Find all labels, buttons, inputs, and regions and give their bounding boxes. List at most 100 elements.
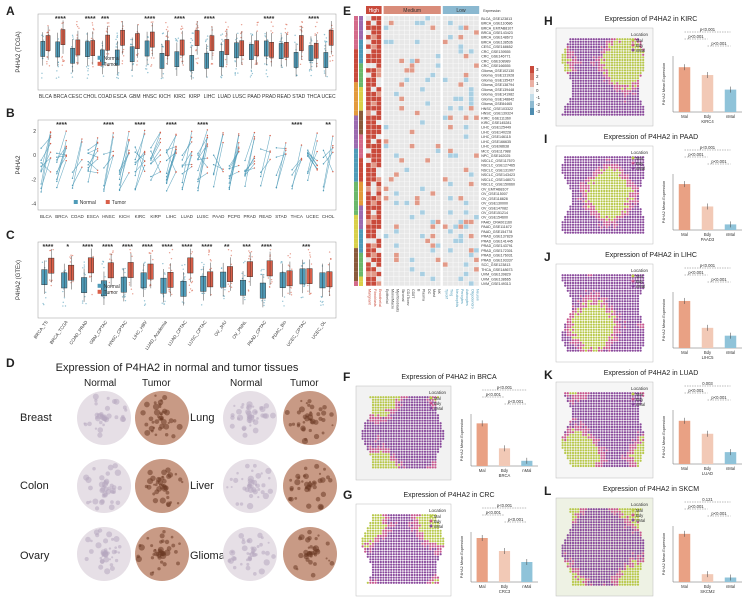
spatial-spot (397, 534, 401, 538)
panel-label-g: G (343, 488, 353, 502)
spatial-spot (405, 466, 408, 469)
heatmap-cell (371, 58, 377, 64)
scatter-point (266, 57, 268, 60)
spatial-spot (434, 566, 437, 569)
normal-point (228, 177, 231, 180)
ihc-stain-spot (88, 549, 94, 554)
ihc-stain-spot (152, 426, 156, 429)
ihc-stain-spot (258, 568, 265, 575)
heatmap-cell (458, 276, 464, 282)
heatmap-cell (435, 110, 441, 116)
heatmap-cell (399, 276, 405, 282)
heatmap-cell (376, 68, 382, 73)
tumor-point (159, 138, 162, 140)
spatial-spot (431, 442, 434, 446)
spatial-spot (384, 545, 388, 548)
scatter-point (83, 264, 85, 266)
heatmap-cell (473, 20, 479, 26)
scatter-point (307, 290, 309, 292)
spatial-spot (397, 435, 401, 438)
spatial-spot (390, 445, 393, 448)
spatial-spot (403, 461, 406, 464)
heatmap-cell (414, 186, 420, 192)
heatmap-cell (453, 44, 459, 50)
heatmap-cell (365, 39, 371, 45)
spatial-spot (429, 424, 432, 427)
normal-point (56, 152, 58, 155)
heatmap-cell (458, 176, 464, 182)
spatial-spot (387, 414, 390, 417)
normal-point (87, 160, 89, 163)
x-tick-label: STAD (275, 214, 287, 219)
spatial-spot (429, 419, 432, 422)
spatial-spot (405, 521, 408, 525)
x-tick-label: PAAD_CPTAC (246, 319, 267, 347)
spatial-spot (384, 406, 388, 409)
spatial-spot (439, 545, 442, 548)
ihc-stain-spot (246, 401, 253, 408)
spatial-spot (374, 558, 377, 561)
heatmap-cell (404, 210, 410, 215)
heatmap-cell (442, 229, 448, 234)
heatmap-cell (447, 248, 453, 253)
heatmap-cell (442, 238, 448, 244)
spatial-spot (434, 466, 437, 469)
spatial-spot (421, 419, 424, 422)
spatial-spot (410, 429, 414, 433)
normal-point (228, 175, 231, 177)
scatter-point (291, 268, 293, 270)
ihc-stain-spot (152, 497, 159, 504)
heatmap-cell (447, 72, 453, 78)
heatmap-cell (388, 248, 394, 253)
spatial-spot (416, 466, 419, 469)
heatmap-cell (473, 129, 479, 135)
heatmap-cell (371, 276, 377, 282)
spatial-spot (405, 453, 408, 456)
heatmap-cell (468, 105, 474, 111)
spatial-spot (392, 440, 395, 443)
heatmap-cell (442, 34, 448, 40)
heatmap-cell (463, 153, 469, 158)
heatmap-cell (371, 148, 377, 154)
tumor-point (96, 158, 99, 160)
spatial-spot (361, 545, 364, 548)
heatmap-cell (442, 129, 448, 135)
heatmap-cell (414, 129, 420, 135)
spatial-spot (387, 553, 390, 556)
heatmap-cell (371, 96, 377, 102)
heatmap-cell (442, 276, 448, 282)
normal-point (56, 180, 58, 183)
heatmap-cell (393, 77, 399, 83)
heatmap-cell (371, 243, 377, 248)
scatter-point (46, 63, 48, 65)
spatial-spot (413, 560, 416, 564)
scatter-point (101, 263, 103, 265)
scatter-point (62, 290, 64, 293)
tumor-point (269, 134, 271, 137)
spatial-spot (371, 542, 375, 545)
spatial-spot (390, 532, 393, 535)
heatmap-cell (419, 281, 425, 286)
spatial-spot (431, 568, 434, 571)
heatmap-cell (383, 82, 389, 87)
spatial-spot (405, 463, 408, 466)
ihc-stain-spot (288, 423, 293, 427)
spatial-spot (434, 409, 437, 412)
spatial-spot (418, 435, 421, 438)
spatial-spot (434, 521, 437, 525)
scatter-point (183, 277, 185, 279)
spatial-spot (410, 461, 414, 464)
heatmap-cell (376, 39, 382, 45)
tumor-point (316, 159, 318, 162)
location-legend-dot (429, 406, 433, 410)
cell-type-label: Myofibroblasts (396, 289, 400, 312)
heatmap-cell (468, 129, 474, 135)
dataset-row-label: NSCLC_GSE131907 (481, 168, 515, 172)
spatial-spot (397, 461, 401, 464)
heatmap-cell (383, 248, 389, 253)
heatmap-cell (425, 25, 431, 31)
spatial-spot (387, 429, 390, 433)
ihc-stain-spot (313, 562, 317, 566)
spatial-spot (434, 463, 437, 466)
heatmap-cell (473, 229, 479, 234)
